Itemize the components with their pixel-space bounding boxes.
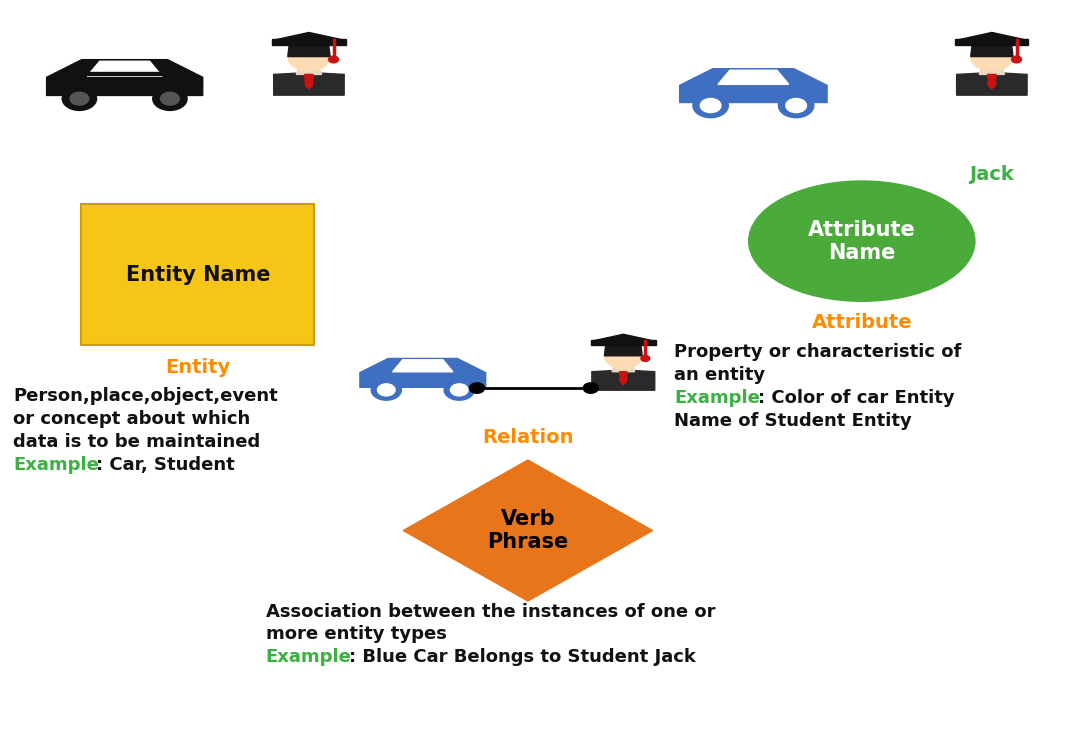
Polygon shape: [955, 39, 1029, 45]
Text: or concept about which: or concept about which: [13, 410, 250, 428]
Polygon shape: [680, 69, 827, 102]
FancyBboxPatch shape: [81, 204, 314, 345]
Text: more entity types: more entity types: [266, 626, 447, 643]
Circle shape: [62, 87, 96, 111]
Text: data is to be maintained: data is to be maintained: [13, 433, 260, 451]
Circle shape: [786, 99, 806, 113]
Polygon shape: [296, 65, 322, 74]
Polygon shape: [287, 44, 330, 56]
Circle shape: [160, 92, 179, 105]
Polygon shape: [988, 74, 996, 89]
Text: Example: Example: [674, 390, 760, 407]
Text: Association between the instances of one or: Association between the instances of one…: [266, 603, 715, 621]
Circle shape: [451, 384, 468, 396]
Polygon shape: [305, 74, 313, 89]
Polygon shape: [273, 33, 345, 46]
Circle shape: [583, 383, 598, 393]
Circle shape: [70, 92, 89, 105]
Text: Attribute
Name: Attribute Name: [808, 220, 916, 263]
Text: Jack: Jack: [969, 165, 1015, 184]
Polygon shape: [87, 62, 163, 76]
Polygon shape: [592, 334, 655, 347]
Polygon shape: [392, 360, 453, 372]
Circle shape: [469, 383, 485, 393]
Polygon shape: [957, 73, 1027, 95]
Polygon shape: [403, 460, 653, 601]
Circle shape: [377, 384, 395, 396]
Text: Entity Name: Entity Name: [126, 265, 270, 284]
Polygon shape: [979, 65, 1005, 74]
Text: Verb
Phrase: Verb Phrase: [488, 509, 568, 552]
Text: Property or characteristic of: Property or characteristic of: [674, 344, 962, 361]
Polygon shape: [272, 39, 346, 45]
Polygon shape: [620, 372, 627, 384]
Text: an entity: an entity: [674, 367, 765, 384]
Circle shape: [641, 355, 649, 361]
Circle shape: [971, 42, 1012, 71]
Text: : Car, Student: : Car, Student: [96, 456, 235, 474]
Polygon shape: [718, 70, 789, 85]
Polygon shape: [273, 73, 345, 95]
Polygon shape: [957, 33, 1027, 46]
Circle shape: [1011, 56, 1021, 63]
Text: : Blue Car Belongs to Student Jack: : Blue Car Belongs to Student Jack: [349, 648, 696, 666]
Circle shape: [693, 93, 728, 118]
Polygon shape: [47, 59, 203, 96]
Circle shape: [778, 93, 814, 118]
Circle shape: [328, 56, 338, 63]
Circle shape: [700, 99, 721, 113]
Polygon shape: [87, 72, 163, 75]
Polygon shape: [360, 358, 486, 387]
Polygon shape: [612, 363, 634, 372]
Text: Example: Example: [266, 648, 351, 666]
Circle shape: [605, 343, 642, 369]
Text: Relation: Relation: [482, 428, 573, 447]
Polygon shape: [592, 370, 655, 390]
Text: Example: Example: [13, 456, 99, 474]
Circle shape: [153, 87, 188, 111]
Text: Name of Student Entity: Name of Student Entity: [674, 413, 912, 430]
Polygon shape: [971, 44, 1012, 56]
Polygon shape: [605, 344, 642, 356]
Circle shape: [444, 380, 475, 400]
Text: Entity: Entity: [166, 358, 231, 377]
Text: Person,place,object,event: Person,place,object,event: [13, 387, 278, 405]
Ellipse shape: [748, 180, 976, 302]
Circle shape: [288, 42, 330, 71]
Polygon shape: [591, 340, 656, 346]
Circle shape: [371, 380, 401, 400]
Text: : Color of car Entity: : Color of car Entity: [758, 390, 954, 407]
Text: Attribute: Attribute: [812, 313, 912, 332]
